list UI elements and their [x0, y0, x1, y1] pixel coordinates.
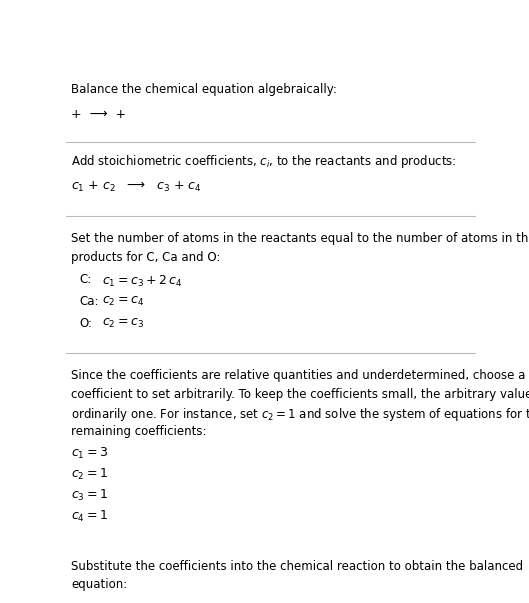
- Text: Substitute the coefficients into the chemical reaction to obtain the balanced: Substitute the coefficients into the che…: [71, 560, 523, 573]
- Text: C:: C:: [79, 273, 92, 286]
- Text: O:: O:: [79, 317, 92, 330]
- Text: equation:: equation:: [71, 578, 127, 591]
- Text: Since the coefficients are relative quantities and underdetermined, choose a: Since the coefficients are relative quan…: [71, 369, 525, 382]
- Text: ordinarily one. For instance, set $c_2 = 1$ and solve the system of equations fo: ordinarily one. For instance, set $c_2 =…: [71, 406, 529, 423]
- Text: Balance the chemical equation algebraically:: Balance the chemical equation algebraica…: [71, 83, 337, 95]
- Text: Set the number of atoms in the reactants equal to the number of atoms in the: Set the number of atoms in the reactants…: [71, 232, 529, 245]
- Text: +  ⟶  +: + ⟶ +: [71, 108, 126, 121]
- Text: $c_1$ + $c_2$   ⟶   $c_3$ + $c_4$: $c_1$ + $c_2$ ⟶ $c_3$ + $c_4$: [71, 180, 202, 194]
- Text: Ca:: Ca:: [79, 295, 99, 308]
- Text: $c_2 = c_3$: $c_2 = c_3$: [102, 317, 144, 330]
- Text: products for C, Ca and O:: products for C, Ca and O:: [71, 251, 221, 264]
- Text: $c_2 = 1$: $c_2 = 1$: [71, 467, 108, 482]
- Text: coefficient to set arbitrarily. To keep the coefficients small, the arbitrary va: coefficient to set arbitrarily. To keep …: [71, 388, 529, 400]
- Text: remaining coefficients:: remaining coefficients:: [71, 425, 206, 438]
- Text: Add stoichiometric coefficients, $c_i$, to the reactants and products:: Add stoichiometric coefficients, $c_i$, …: [71, 153, 457, 170]
- Text: $c_1 = c_3 + 2\,c_4$: $c_1 = c_3 + 2\,c_4$: [102, 273, 182, 288]
- Text: $c_2 = c_4$: $c_2 = c_4$: [102, 295, 144, 308]
- Text: $c_3 = 1$: $c_3 = 1$: [71, 488, 108, 503]
- FancyBboxPatch shape: [66, 601, 185, 603]
- Text: $c_4 = 1$: $c_4 = 1$: [71, 508, 108, 523]
- Text: $c_1 = 3$: $c_1 = 3$: [71, 446, 108, 461]
